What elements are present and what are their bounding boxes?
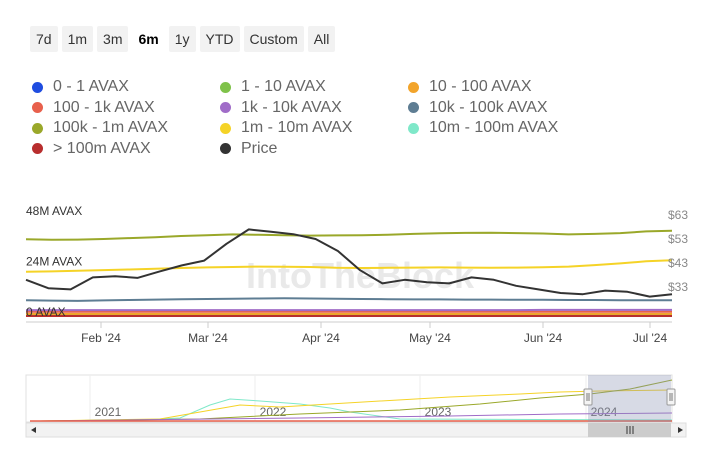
legend-item-8[interactable]: 10m - 100m AVAX [408, 119, 558, 137]
x-tick-label: Jun '24 [524, 331, 563, 345]
range-button-6m[interactable]: 6m [132, 26, 165, 52]
axes-labels: Feb '24 Mar '24 Apr '24 May '24 Jun '24 Jul '… [26, 204, 688, 345]
legend-dot-icon [408, 81, 419, 93]
y-left-tick-label: 48M AVAX [26, 204, 82, 218]
y-right-tick-label: $33 [668, 280, 688, 294]
navigator-handle[interactable] [583, 388, 593, 406]
range-button-all[interactable]: All [307, 26, 336, 52]
series-line-6 [25, 229, 673, 241]
legend-label: > 100m AVAX [53, 139, 151, 157]
series-line-5 [25, 297, 672, 302]
legend-label: 100k - 1m AVAX [53, 119, 169, 136]
legend-dot-icon [32, 102, 43, 113]
legend-dot-icon [220, 102, 231, 113]
series-line-10 [25, 228, 673, 298]
navigator-year-label: 2024 [591, 405, 618, 419]
range-button-custom[interactable]: Custom [243, 26, 304, 52]
navigator-year-label: 2023 [425, 405, 452, 419]
navigator-frame [25, 374, 673, 423]
legend-label: Price [241, 139, 278, 157]
navigator-selection[interactable] [588, 375, 671, 422]
x-tick-label: May '24 [409, 331, 451, 345]
legend-label: 0 - 1 AVAX [53, 78, 129, 95]
legend-label: 1 - 10 AVAX [241, 78, 326, 95]
y-right-tick-label: $43 [668, 256, 688, 270]
navigator-handle[interactable] [666, 388, 676, 406]
legend-dot-icon [220, 122, 231, 134]
range-button-7d[interactable]: 7d [30, 26, 58, 52]
legend-item-4[interactable]: 1k - 10k AVAX [220, 99, 342, 117]
navigator-series-olive [39, 379, 673, 422]
navigator[interactable]: 2021202220232024 [25, 374, 687, 438]
y-right-tick-label: $63 [668, 208, 688, 222]
legend-item-7[interactable]: 1m - 10m AVAX [220, 119, 352, 137]
y-left-tick-label: 0 AVAX [26, 305, 66, 319]
legend-dot-icon [408, 122, 419, 134]
legend-item-3[interactable]: 100 - 1k AVAX [32, 99, 155, 117]
legend-label: 10m - 100m AVAX [429, 119, 559, 136]
legend-dot-icon [220, 143, 231, 154]
legend-dot-icon [32, 143, 43, 154]
legend-label: 1k - 10k AVAX [241, 98, 342, 116]
watermark-text: IntoTheBlock [246, 255, 475, 296]
range-selector: 7d 1m 3m 6m 1y YTD Custom All [30, 26, 336, 52]
legend-item-6[interactable]: 100k - 1m AVAX [32, 119, 168, 137]
scrollbar-track[interactable] [25, 422, 687, 438]
navigator-year-label: 2021 [95, 405, 122, 419]
legend-dot-icon [32, 122, 43, 134]
legend-item-0[interactable]: 0 - 1 AVAX [32, 78, 129, 96]
navigator-series-purple [39, 412, 673, 422]
legend-dot-icon [32, 81, 43, 93]
range-button-ytd[interactable]: YTD [199, 26, 240, 52]
watermark: IntoTheBlock [246, 255, 475, 296]
series-line-7 [25, 259, 673, 273]
legend-dot-icon [408, 102, 419, 113]
x-tick-label: Mar '24 [188, 331, 228, 345]
legend-item-2[interactable]: 10 - 100 AVAX [408, 78, 532, 96]
scroll-left-icon[interactable] [31, 427, 36, 433]
x-tick-label: Feb '24 [81, 331, 121, 345]
legend-item-9[interactable]: > 100m AVAX [32, 140, 151, 158]
scroll-right-icon[interactable] [678, 427, 683, 433]
legend-dot-icon [220, 81, 231, 93]
series-lines [25, 228, 673, 317]
range-button-1y[interactable]: 1y [168, 26, 196, 52]
y-right-tick-label: $53 [668, 232, 688, 246]
navigator-series-yellow [39, 389, 673, 422]
legend-item-1[interactable]: 1 - 10 AVAX [220, 78, 326, 96]
legend-item-10[interactable]: Price [220, 140, 277, 158]
legend-label: 100 - 1k AVAX [53, 98, 155, 116]
legend-label: 10k - 100k AVAX [429, 98, 548, 116]
legend-item-5[interactable]: 10k - 100k AVAX [408, 99, 548, 117]
y-left-tick-label: 24M AVAX [26, 255, 82, 269]
x-tick-label: Apr '24 [302, 331, 340, 345]
x-tick-label: Jul '24 [633, 331, 668, 345]
legend-label: 1m - 10m AVAX [241, 119, 353, 136]
legend-label: 10 - 100 AVAX [429, 78, 532, 95]
range-button-1m[interactable]: 1m [61, 26, 94, 52]
range-button-3m[interactable]: 3m [97, 26, 129, 52]
